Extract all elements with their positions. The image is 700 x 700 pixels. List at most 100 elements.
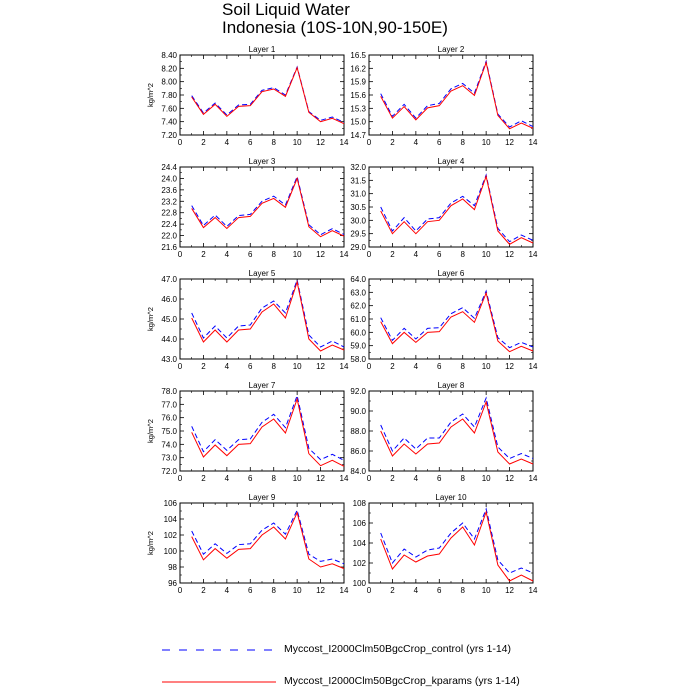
x-tick-label: 4: [414, 138, 419, 147]
panel-title: Layer 9: [249, 493, 276, 502]
series-line-control: [380, 396, 534, 460]
y-tick-label: 74.0: [161, 440, 177, 449]
x-tick-label: 12: [505, 586, 514, 595]
plot-frame: [179, 166, 345, 248]
y-tick-label: 78.0: [161, 387, 177, 396]
legend-entry-kparams: Myccost_I2000Clm50BgcCrop_kparams (yrs 1…: [160, 673, 680, 693]
y-tick-label: 60.0: [350, 328, 366, 337]
x-tick-label: 6: [437, 586, 442, 595]
x-tick-label: 2: [390, 250, 395, 259]
y-tick-label: 104: [164, 515, 178, 524]
x-tick-label: 4: [225, 474, 230, 483]
x-tick-label: 8: [271, 474, 276, 483]
series-line-control: [191, 278, 345, 348]
y-tick-label: 77.0: [161, 400, 177, 409]
x-tick-label: 0: [178, 474, 183, 483]
x-tick-label: 0: [178, 586, 183, 595]
y-tick-label: 7.40: [161, 118, 177, 127]
x-tick-label: 8: [271, 362, 276, 371]
y-tick-label: 29.5: [350, 230, 366, 239]
y-tick-label: 46.0: [161, 295, 177, 304]
plot-frame: [368, 54, 534, 136]
x-tick-label: 8: [271, 138, 276, 147]
chart-panel-10: Layer 10 0 2 4 6 8 10 12 14 100 102 104 106 108: [353, 493, 538, 595]
y-tick-label: 84.0: [350, 467, 366, 476]
panel-title: Layer 1: [249, 45, 276, 54]
series-line-control: [191, 175, 345, 236]
x-tick-label: 8: [460, 362, 465, 371]
y-tick-label: 29.0: [350, 243, 366, 252]
series-line-control: [380, 173, 534, 243]
y-tick-label: 86.0: [350, 447, 366, 456]
chart-panel-8: Layer 8 0 2 4 6 8 10 12 14 84.0 86.0 88.0 90.0 92.0: [350, 381, 538, 483]
y-tick-label: 16.2: [350, 64, 366, 73]
panel-title: Layer 2: [438, 45, 465, 54]
y-axis-label: kg/m^2: [146, 419, 155, 443]
x-tick-label: 10: [482, 474, 491, 483]
x-tick-label: 0: [367, 474, 372, 483]
y-tick-label: 21.6: [161, 243, 177, 252]
chart-panel-4: Layer 4 0 2 4 6 8 10 12 14 29.0 29.5 30.0 30.5 31.0 31…: [350, 157, 538, 259]
x-tick-label: 12: [316, 362, 325, 371]
x-tick-label: 10: [293, 138, 302, 147]
x-tick-label: 0: [367, 250, 372, 259]
chart-panel-7: Layer 7 0 2 4 6 8 10 12 14 72.0 73.0 74.0 75.0 76.0 77…: [146, 381, 349, 483]
y-tick-label: 98: [168, 563, 177, 572]
x-tick-label: 14: [340, 474, 349, 483]
series-line-kparams: [191, 66, 345, 125]
x-tick-label: 2: [201, 250, 206, 259]
y-tick-label: 15.0: [350, 118, 366, 127]
y-tick-label: 7.80: [161, 91, 177, 100]
x-tick-label: 10: [293, 362, 302, 371]
y-tick-label: 108: [353, 499, 367, 508]
y-tick-label: 102: [353, 559, 367, 568]
x-tick-label: 6: [248, 250, 253, 259]
figure-subtitle: Indonesia (10S-10N,90-150E): [222, 18, 448, 37]
x-tick-label: 10: [482, 250, 491, 259]
x-tick-label: 8: [460, 474, 465, 483]
panel-title: Layer 5: [249, 269, 276, 278]
y-tick-label: 31.5: [350, 176, 366, 185]
x-tick-label: 12: [316, 138, 325, 147]
x-tick-label: 10: [293, 586, 302, 595]
y-tick-label: 30.0: [350, 216, 366, 225]
x-tick-label: 10: [293, 250, 302, 259]
x-tick-label: 0: [367, 138, 372, 147]
plot-frame: [179, 502, 345, 584]
y-tick-label: 92.0: [350, 387, 366, 396]
x-tick-label: 4: [414, 586, 419, 595]
chart-panel-6: Layer 6 0 2 4 6 8 10 12 14 58.0 59.0 60.0 61.0 62.0 63…: [350, 269, 538, 371]
y-tick-label: 100: [353, 579, 367, 588]
x-tick-label: 10: [293, 474, 302, 483]
x-tick-label: 2: [201, 474, 206, 483]
x-tick-label: 12: [505, 362, 514, 371]
y-tick-label: 7.20: [161, 131, 177, 140]
x-tick-label: 14: [529, 138, 538, 147]
y-tick-label: 61.0: [350, 315, 366, 324]
y-tick-label: 106: [164, 499, 178, 508]
y-tick-label: 24.4: [161, 163, 177, 172]
y-tick-label: 47.0: [161, 275, 177, 284]
series-line-control: [380, 59, 534, 128]
series-line-kparams: [191, 280, 345, 352]
panel-title: Layer 8: [438, 381, 465, 390]
y-tick-label: 44.0: [161, 335, 177, 344]
x-tick-label: 0: [367, 362, 372, 371]
series-line-kparams: [380, 510, 534, 582]
x-tick-label: 6: [248, 474, 253, 483]
y-tick-label: 8.00: [161, 78, 177, 87]
x-tick-label: 6: [248, 362, 253, 371]
y-tick-label: 30.5: [350, 203, 366, 212]
x-tick-label: 4: [225, 250, 230, 259]
y-tick-label: 14.7: [350, 131, 366, 140]
y-axis-label: kg/m^2: [146, 307, 155, 331]
figure-title: Soil Liquid Water: [222, 0, 350, 19]
panel-title: Layer 7: [249, 381, 276, 390]
x-tick-label: 6: [437, 138, 442, 147]
x-tick-label: 4: [225, 586, 230, 595]
panel-title: Layer 6: [438, 269, 465, 278]
series-line-kparams: [191, 511, 345, 570]
chart-panel-2: Layer 2 0 2 4 6 8 10 12 14 14.7 15.0 15.3 15.6 15.9 16…: [350, 45, 538, 147]
legend-line-control: [162, 649, 276, 651]
plot-frame: [368, 390, 534, 472]
